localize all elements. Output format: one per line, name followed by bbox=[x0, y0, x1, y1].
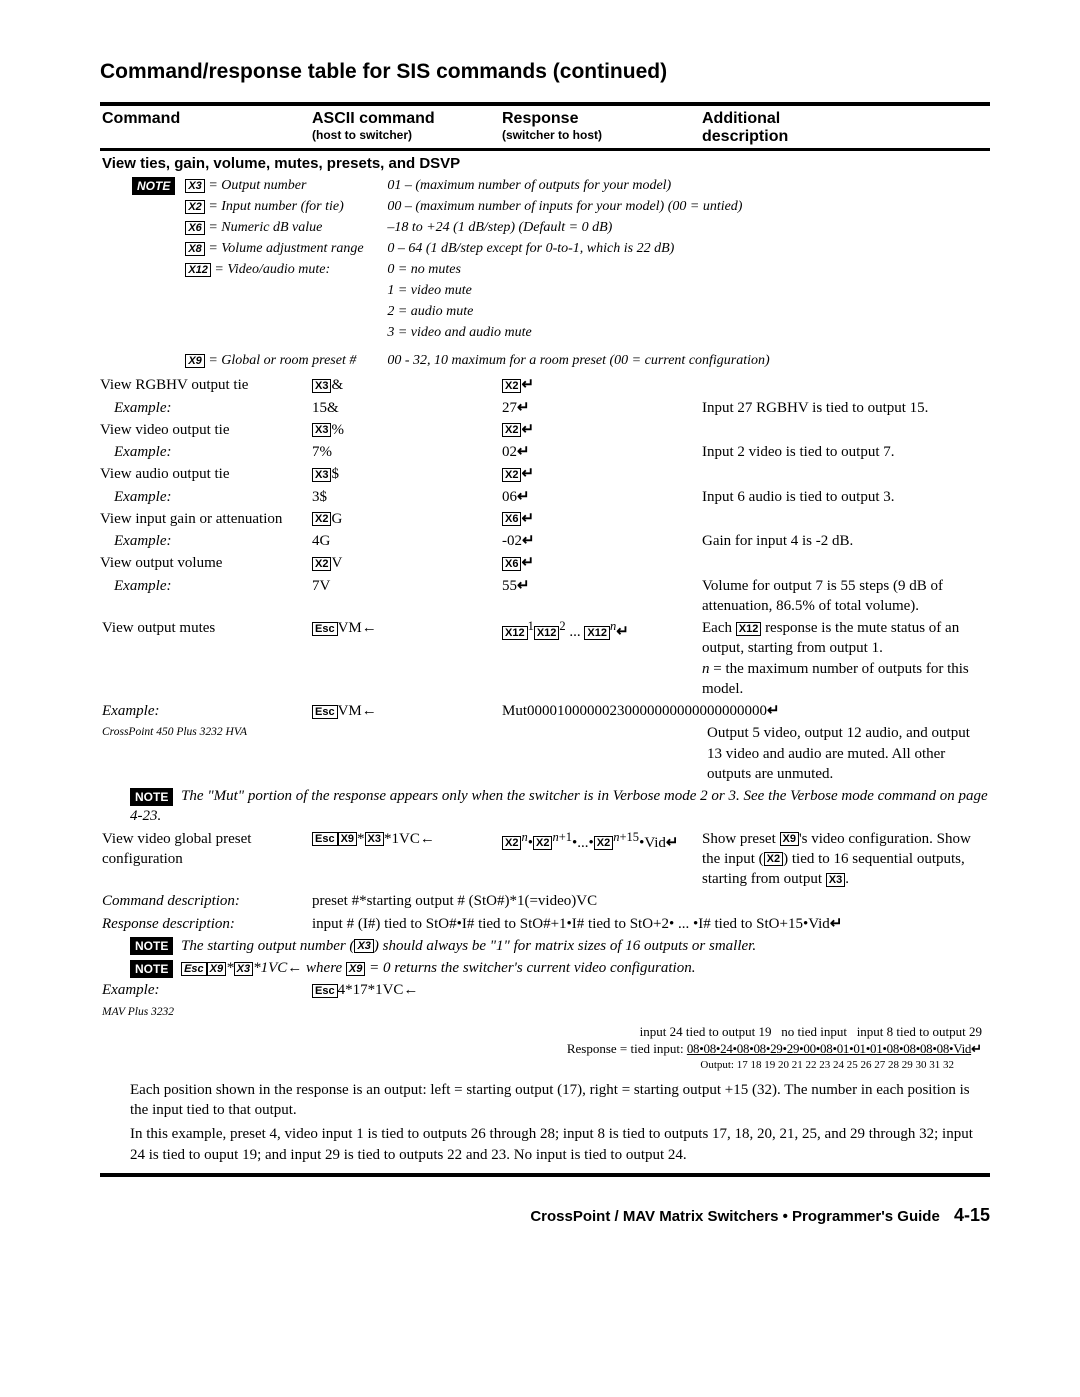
cmd-label: View output mutes bbox=[100, 617, 310, 700]
response-cell: 06 bbox=[500, 486, 700, 508]
ascii-cell: 15& bbox=[310, 397, 500, 419]
cmd-label: View video global preset configuration bbox=[100, 828, 310, 891]
desc bbox=[700, 463, 990, 485]
desc bbox=[700, 419, 990, 441]
note-badge: NOTE bbox=[132, 177, 175, 195]
cmd-label: Example: bbox=[100, 530, 310, 552]
table-row: Example:CrossPoint 450 Plus 3232 HVA Esc… bbox=[100, 700, 990, 785]
desc bbox=[700, 508, 990, 530]
cmd-label: Example: bbox=[100, 486, 310, 508]
desc: Input 2 video is tied to output 7. bbox=[700, 441, 990, 463]
cmd-label: View audio output tie bbox=[100, 463, 310, 485]
definitions: NOTE X3 = Output number 01 – (maximum nu… bbox=[130, 175, 988, 373]
cmd-label: View RGBHV output tie bbox=[100, 374, 310, 396]
desc bbox=[700, 374, 990, 396]
section-heading: View ties, gain, volume, mutes, presets,… bbox=[100, 150, 990, 175]
desc: Input 6 audio is tied to output 3. bbox=[700, 486, 990, 508]
table-row: Example:15&27Input 27 RGBHV is tied to o… bbox=[100, 397, 990, 419]
hdr-command: Command bbox=[102, 110, 308, 128]
table-row: View output volumeX2VX6 bbox=[100, 552, 990, 574]
cmd-label: View input gain or attenuation bbox=[100, 508, 310, 530]
table-header: Command ASCII command(host to switcher) … bbox=[100, 104, 990, 150]
ascii-cell: 7% bbox=[310, 441, 500, 463]
cmd-label: View output volume bbox=[100, 552, 310, 574]
desc: Input 27 RGBHV is tied to output 15. bbox=[700, 397, 990, 419]
cmd-label: Example: bbox=[100, 441, 310, 463]
response-cell: -02 bbox=[500, 530, 700, 552]
ascii-cell: X2G bbox=[310, 508, 500, 530]
ascii-cell: 3$ bbox=[310, 486, 500, 508]
esc-key: Esc bbox=[312, 622, 338, 636]
hdr-ascii: ASCII command bbox=[312, 110, 498, 128]
hdr-response: Response bbox=[502, 110, 698, 128]
response-cell: 02 bbox=[500, 441, 700, 463]
para: In this example, preset 4, video input 1… bbox=[100, 1124, 990, 1175]
larr-icon bbox=[362, 620, 377, 636]
desc bbox=[700, 552, 990, 574]
desc: Gain for input 4 is -2 dB. bbox=[700, 530, 990, 552]
table-row: View input gain or attenuationX2GX6 bbox=[100, 508, 990, 530]
ascii-cell: X2V bbox=[310, 552, 500, 574]
cmd-label: Example: bbox=[100, 575, 310, 618]
response-cell: X6 bbox=[500, 508, 700, 530]
table-row: View RGBHV output tieX3&X2 bbox=[100, 374, 990, 396]
page-title: Command/response table for SIS commands … bbox=[100, 60, 990, 84]
page-footer: CrossPoint / MAV Matrix Switchers • Prog… bbox=[100, 1205, 990, 1226]
desc: Volume for output 7 is 55 steps (9 dB of… bbox=[700, 575, 990, 618]
para: Each position shown in the response is a… bbox=[100, 1074, 990, 1125]
response-cell: 55 bbox=[500, 575, 700, 618]
ascii-cell: X3& bbox=[310, 374, 500, 396]
return-icon bbox=[616, 624, 629, 640]
table-row: Example:7%02Input 2 video is tied to out… bbox=[100, 441, 990, 463]
cmd-label: Example: bbox=[100, 397, 310, 419]
ascii-cell: 7V bbox=[310, 575, 500, 618]
command-table: Command ASCII command(host to switcher) … bbox=[100, 102, 990, 1177]
table-row: View output mutes EscVM X121X122 ... X12… bbox=[100, 617, 990, 700]
hdr-desc: Additional bbox=[702, 110, 988, 128]
response-cell: X2 bbox=[500, 463, 700, 485]
table-row: Example:7V55Volume for output 7 is 55 st… bbox=[100, 575, 990, 618]
table-row: View video global preset configuration E… bbox=[100, 828, 990, 891]
response-cell: X2 bbox=[500, 419, 700, 441]
table-row: Example:4G-02Gain for input 4 is -2 dB. bbox=[100, 530, 990, 552]
desc: Each X12 response is the mute status of … bbox=[700, 617, 990, 700]
ascii-cell: X3$ bbox=[310, 463, 500, 485]
cmd-label: View video output tie bbox=[100, 419, 310, 441]
response-cell: X2 bbox=[500, 374, 700, 396]
table-row: Example:3$06Input 6 audio is tied to out… bbox=[100, 486, 990, 508]
table-row: View audio output tieX3$X2 bbox=[100, 463, 990, 485]
page-number: 4-15 bbox=[954, 1205, 990, 1225]
response-cell: 27 bbox=[500, 397, 700, 419]
table-row: View video output tieX3%X2 bbox=[100, 419, 990, 441]
note-text: The "Mut" portion of the response appear… bbox=[130, 788, 988, 824]
ascii-cell: X3% bbox=[310, 419, 500, 441]
desc: Show preset X9's video configuration. Sh… bbox=[700, 828, 990, 891]
response-cell: X6 bbox=[500, 552, 700, 574]
ascii-cell: 4G bbox=[310, 530, 500, 552]
